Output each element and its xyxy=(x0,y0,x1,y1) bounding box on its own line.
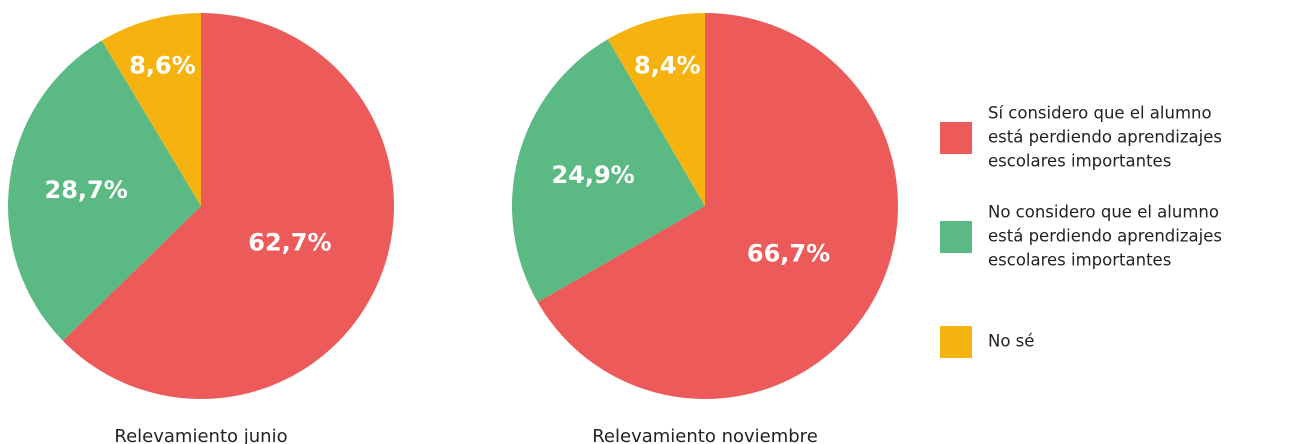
legend-label: escolares importantes xyxy=(988,152,1171,171)
value-label: 8,4% xyxy=(634,51,701,79)
legend-label: está perdiendo aprendizajes xyxy=(988,128,1222,147)
legend-label: escolares importantes xyxy=(988,251,1171,270)
pie-slice xyxy=(511,39,705,303)
pie-slice xyxy=(8,40,201,341)
pie-slice xyxy=(62,13,395,399)
legend-label: Sí considero que el alumno xyxy=(988,104,1212,123)
legend-swatch xyxy=(940,122,972,154)
pie-slice xyxy=(607,13,705,206)
legend-label: está perdiendo aprendizajes xyxy=(988,227,1222,246)
legend-swatch xyxy=(940,326,972,358)
value-label: 28,7% xyxy=(45,176,128,204)
value-label: 8,6% xyxy=(129,52,196,80)
legend-swatch xyxy=(940,221,972,253)
value-label: 24,9% xyxy=(551,161,634,189)
pie-slice xyxy=(537,13,898,399)
pie-title: Relevamiento noviembre xyxy=(592,426,818,444)
legend-label: No considero que el alumno xyxy=(988,203,1219,222)
pie-title: Relevamiento junio xyxy=(114,426,287,444)
value-label: 62,7% xyxy=(248,228,331,256)
pie-slice xyxy=(101,12,201,206)
legend-label: No sé xyxy=(988,332,1034,351)
value-label: 66,7% xyxy=(747,239,830,267)
